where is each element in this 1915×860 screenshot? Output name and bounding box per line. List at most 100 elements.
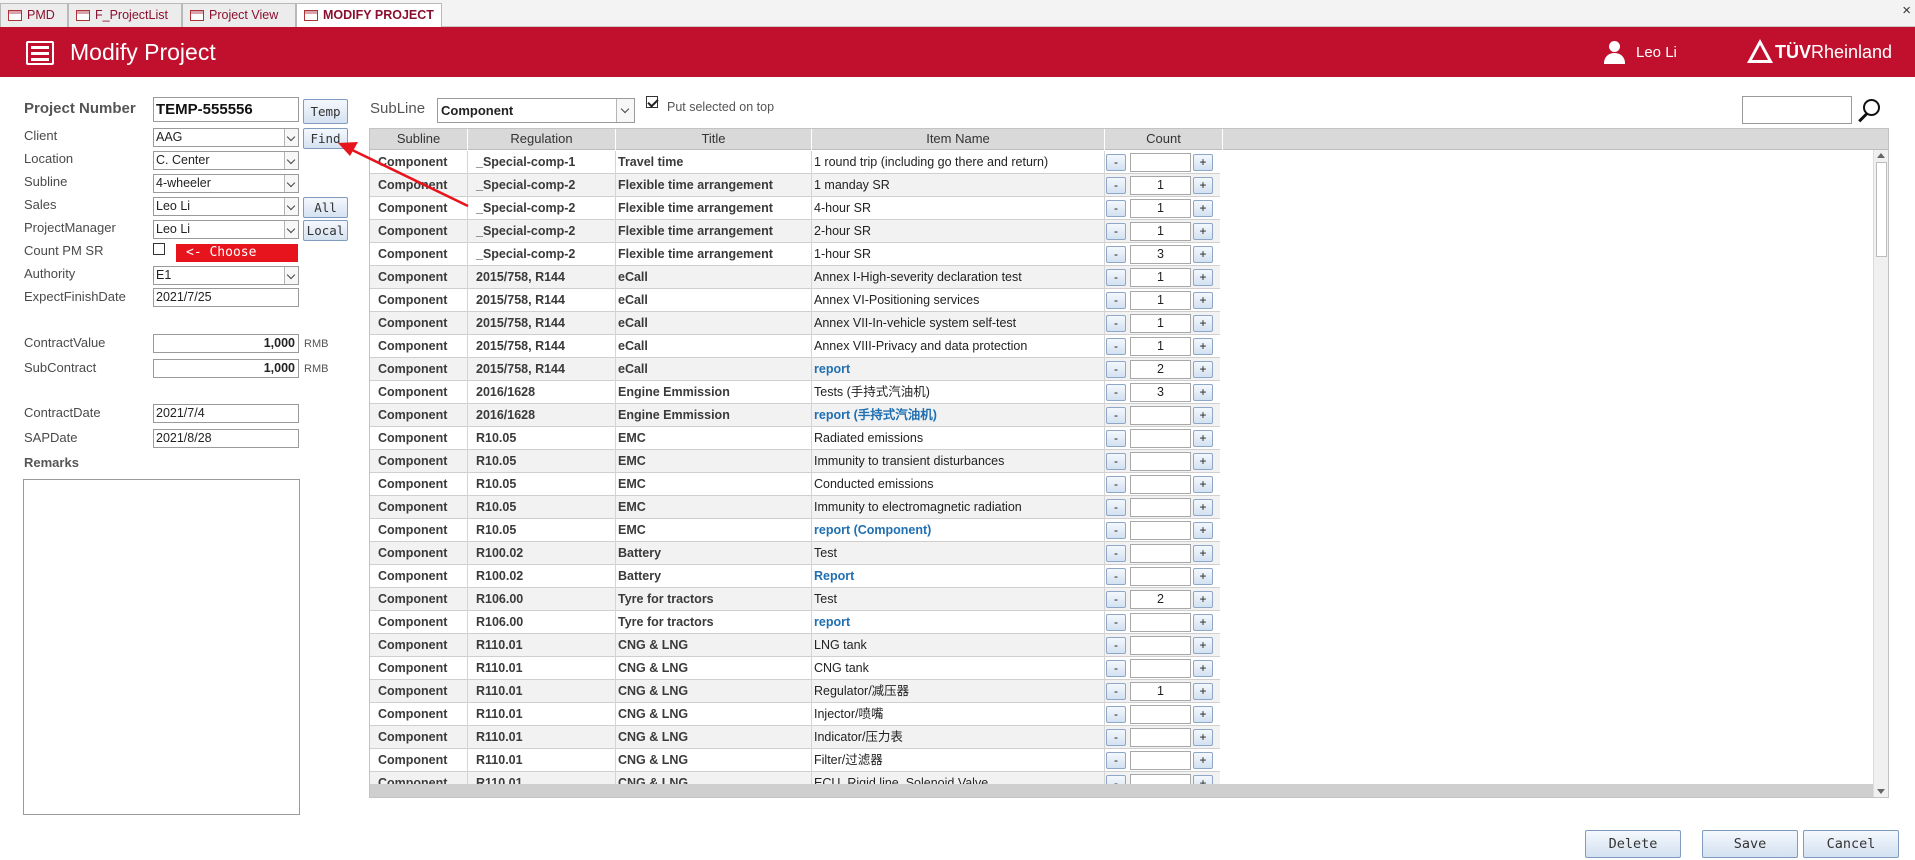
sales-select[interactable]: Leo Li <box>153 197 299 216</box>
table-row[interactable]: Component R10.05 EMC Immunity to transient … <box>370 450 1888 473</box>
count-input[interactable] <box>1130 475 1191 494</box>
increment-button[interactable]: + <box>1193 407 1213 424</box>
chevron-down-icon[interactable] <box>284 175 298 192</box>
decrement-button[interactable]: - <box>1106 476 1126 493</box>
table-row[interactable]: Component R106.00 Tyre for tractors report -… <box>370 611 1888 634</box>
decrement-button[interactable]: - <box>1106 568 1126 585</box>
count-input[interactable]: 1 <box>1130 337 1191 356</box>
increment-button[interactable]: + <box>1193 315 1213 332</box>
count-pm-sr-checkbox[interactable] <box>153 243 165 255</box>
decrement-button[interactable]: - <box>1106 752 1126 769</box>
count-input[interactable]: 1 <box>1130 176 1191 195</box>
decrement-button[interactable]: - <box>1106 729 1126 746</box>
count-input[interactable]: 2 <box>1130 590 1191 609</box>
decrement-button[interactable]: - <box>1106 660 1126 677</box>
cell-item-name[interactable]: Report <box>812 565 1105 588</box>
find-button[interactable]: Find <box>303 128 348 149</box>
decrement-button[interactable]: - <box>1106 522 1126 539</box>
all-button[interactable]: All <box>303 197 348 218</box>
increment-button[interactable]: + <box>1193 660 1213 677</box>
count-input[interactable]: 1 <box>1130 222 1191 241</box>
increment-button[interactable]: + <box>1193 177 1213 194</box>
table-row[interactable]: Component _Special-comp-2 Flexible time ar… <box>370 197 1888 220</box>
cell-item-name[interactable]: report <box>812 611 1105 634</box>
local-button[interactable]: Local <box>303 220 348 241</box>
count-input[interactable] <box>1130 544 1191 563</box>
increment-button[interactable]: + <box>1193 545 1213 562</box>
search-icon[interactable] <box>1855 98 1881 124</box>
decrement-button[interactable]: - <box>1106 246 1126 263</box>
decrement-button[interactable]: - <box>1106 361 1126 378</box>
table-row[interactable]: Component R110.01 CNG & LNG LNG tank - + <box>370 634 1888 657</box>
decrement-button[interactable]: - <box>1106 269 1126 286</box>
decrement-button[interactable]: - <box>1106 430 1126 447</box>
count-input[interactable] <box>1130 728 1191 747</box>
count-input[interactable] <box>1130 636 1191 655</box>
tab-modify-project[interactable]: MODIFY PROJECT <box>296 3 442 28</box>
table-row[interactable]: Component R100.02 Battery Test - + <box>370 542 1888 565</box>
cell-item-name[interactable]: report <box>812 358 1105 381</box>
table-row[interactable]: Component R106.00 Tyre for tractors Test -2 + <box>370 588 1888 611</box>
decrement-button[interactable]: - <box>1106 177 1126 194</box>
decrement-button[interactable]: - <box>1106 499 1126 516</box>
client-select[interactable]: AAG <box>153 128 299 147</box>
close-icon[interactable]: × <box>1902 2 1911 19</box>
increment-button[interactable]: + <box>1193 361 1213 378</box>
table-row[interactable]: Component _Special-comp-2 Flexible time ar… <box>370 174 1888 197</box>
table-row[interactable]: Component R110.01 CNG & LNG Indicator/压力表 - + <box>370 726 1888 749</box>
project-manager-select[interactable]: Leo Li <box>153 220 299 239</box>
table-row[interactable]: Component R110.01 CNG & LNG Regulator/减压器 -1… <box>370 680 1888 703</box>
cell-item-name[interactable]: report (Component) <box>812 519 1105 542</box>
sub-contract-input[interactable]: 1,000 <box>153 359 299 378</box>
table-row[interactable]: Component _Special-comp-2 Flexible time ar… <box>370 220 1888 243</box>
delete-button[interactable]: Delete <box>1585 830 1681 858</box>
increment-button[interactable]: + <box>1193 338 1213 355</box>
increment-button[interactable]: + <box>1193 200 1213 217</box>
column-header-count[interactable]: Count <box>1105 129 1223 150</box>
increment-button[interactable]: + <box>1193 476 1213 493</box>
vertical-scrollbar[interactable] <box>1873 150 1888 797</box>
increment-button[interactable]: + <box>1193 568 1213 585</box>
table-row[interactable]: Component R10.05 EMC Immunity to electromag… <box>370 496 1888 519</box>
expect-finish-date-input[interactable]: 2021/7/25 <box>153 288 299 307</box>
scroll-down-icon[interactable] <box>1877 789 1885 794</box>
count-input[interactable] <box>1130 751 1191 770</box>
table-row[interactable]: Component R10.05 EMC Radiated emissions - + <box>370 427 1888 450</box>
decrement-button[interactable]: - <box>1106 338 1126 355</box>
remarks-textarea[interactable] <box>23 479 300 815</box>
column-header-item-name[interactable]: Item Name <box>812 129 1105 150</box>
count-input[interactable] <box>1130 452 1191 471</box>
table-row[interactable]: Component 2016/1628 Engine Emmission report… <box>370 404 1888 427</box>
decrement-button[interactable]: - <box>1106 545 1126 562</box>
chevron-down-icon[interactable] <box>284 221 298 238</box>
chevron-down-icon[interactable] <box>284 129 298 146</box>
decrement-button[interactable]: - <box>1106 591 1126 608</box>
increment-button[interactable]: + <box>1193 430 1213 447</box>
count-input[interactable] <box>1130 659 1191 678</box>
increment-button[interactable]: + <box>1193 729 1213 746</box>
increment-button[interactable]: + <box>1193 292 1213 309</box>
table-row[interactable]: Component 2015/758, R144 eCall report -2 + <box>370 358 1888 381</box>
count-input[interactable] <box>1130 613 1191 632</box>
increment-button[interactable]: + <box>1193 246 1213 263</box>
location-select[interactable]: C. Center <box>153 151 299 170</box>
increment-button[interactable]: + <box>1193 637 1213 654</box>
decrement-button[interactable]: - <box>1106 292 1126 309</box>
count-input[interactable]: 1 <box>1130 199 1191 218</box>
increment-button[interactable]: + <box>1193 269 1213 286</box>
count-input[interactable] <box>1130 406 1191 425</box>
table-row[interactable]: Component R100.02 Battery Report - + <box>370 565 1888 588</box>
increment-button[interactable]: + <box>1193 752 1213 769</box>
count-input[interactable] <box>1130 521 1191 540</box>
table-row[interactable]: Component R10.05 EMC Conducted emissions - + <box>370 473 1888 496</box>
table-row[interactable]: Component 2015/758, R144 eCall Annex VII-In… <box>370 312 1888 335</box>
table-row[interactable]: Component 2015/758, R144 eCall Annex VIII-P… <box>370 335 1888 358</box>
column-header-title[interactable]: Title <box>616 129 812 150</box>
subline-filter-select[interactable]: Component <box>437 98 635 123</box>
count-input[interactable]: 1 <box>1130 314 1191 333</box>
increment-button[interactable]: + <box>1193 614 1213 631</box>
increment-button[interactable]: + <box>1193 522 1213 539</box>
temp-button[interactable]: Temp <box>303 99 348 124</box>
project-number-input[interactable]: TEMP-555556 <box>153 97 299 122</box>
chevron-down-icon[interactable] <box>284 198 298 215</box>
